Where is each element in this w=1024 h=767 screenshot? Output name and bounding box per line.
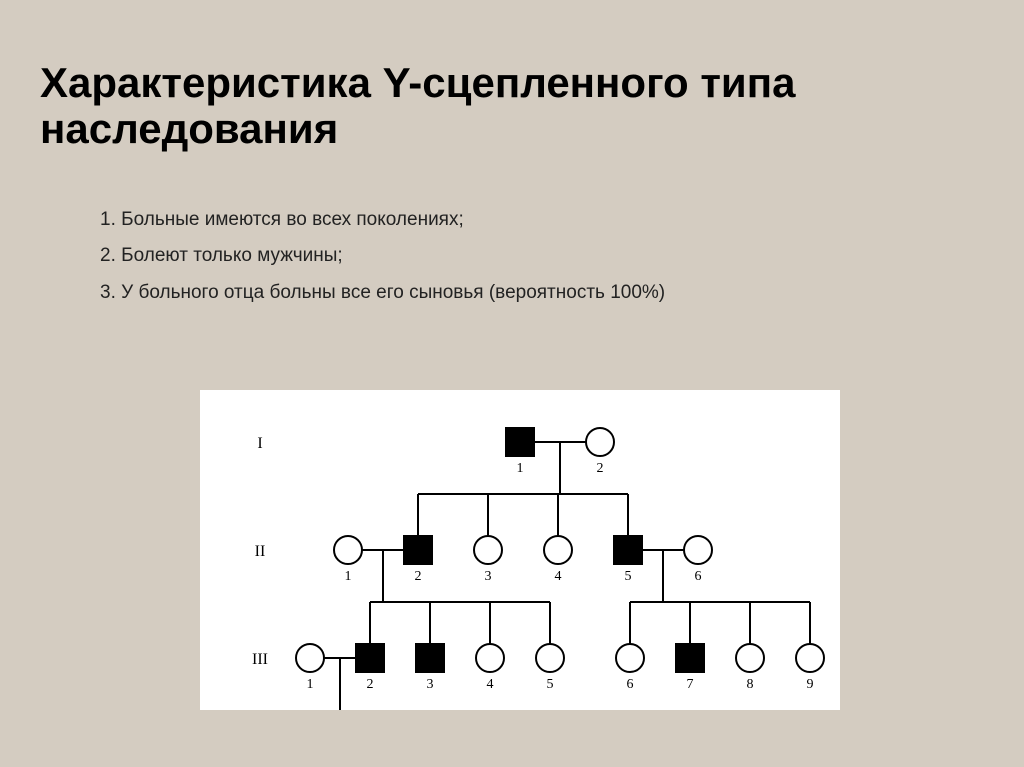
list-item: 2. Болеют только мужчины; (100, 238, 984, 274)
svg-text:1: 1 (517, 461, 524, 476)
svg-text:2: 2 (597, 461, 604, 476)
pedigree-chart: IIIIII12123456123456789 (200, 390, 840, 710)
svg-text:I: I (257, 435, 262, 452)
svg-text:7: 7 (687, 677, 694, 692)
list-item: 3. У больного отца больны все его сыновь… (100, 275, 984, 311)
svg-text:III: III (252, 651, 268, 668)
slide: Характеристика Y-сцепленного типа наслед… (0, 0, 1024, 767)
characteristic-list: 1. Больные имеются во всех поколениях; 2… (100, 202, 984, 310)
svg-text:3: 3 (427, 677, 434, 692)
svg-text:6: 6 (627, 677, 634, 692)
svg-text:5: 5 (625, 569, 632, 584)
svg-text:3: 3 (485, 569, 492, 584)
pedigree-svg: IIIIII12123456123456789 (200, 390, 840, 710)
svg-text:9: 9 (807, 677, 814, 692)
svg-text:4: 4 (487, 677, 494, 692)
svg-text:II: II (255, 543, 266, 560)
svg-text:6: 6 (695, 569, 702, 584)
svg-text:1: 1 (307, 677, 314, 692)
svg-text:2: 2 (415, 569, 422, 584)
svg-text:5: 5 (547, 677, 554, 692)
slide-title: Характеристика Y-сцепленного типа наслед… (40, 60, 984, 152)
svg-text:4: 4 (555, 569, 562, 584)
list-item: 1. Больные имеются во всех поколениях; (100, 202, 984, 238)
svg-text:8: 8 (747, 677, 754, 692)
svg-text:2: 2 (367, 677, 374, 692)
svg-text:1: 1 (345, 569, 352, 584)
